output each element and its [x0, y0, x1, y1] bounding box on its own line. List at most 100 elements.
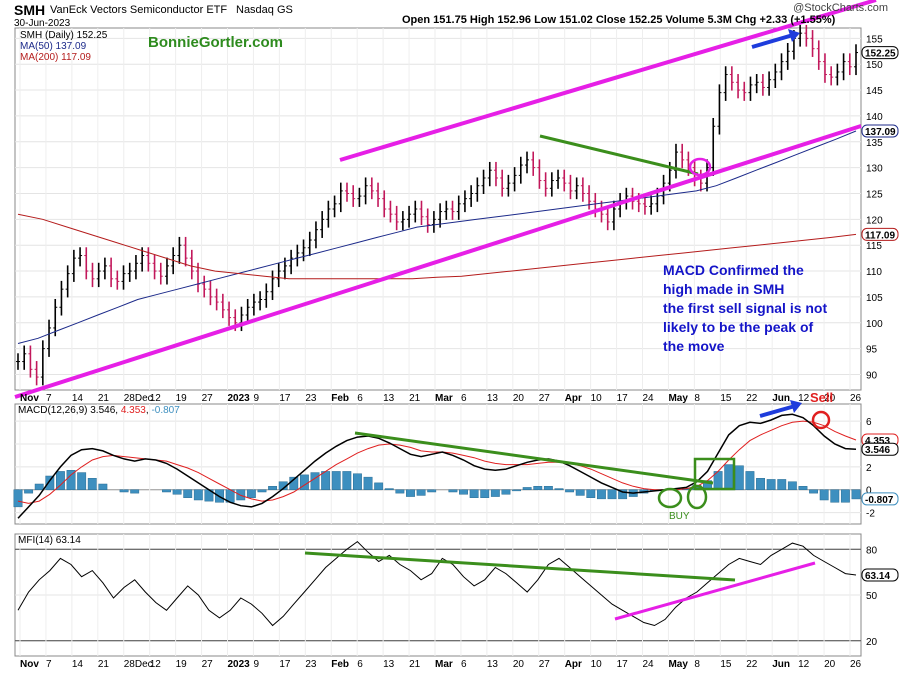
macd-hist-bar — [448, 489, 458, 493]
price-x-tick-label: 15 — [720, 393, 732, 404]
macd-hist-bar — [162, 489, 171, 493]
macd-legend-signal: 4.353 — [120, 405, 146, 416]
macd-hist-bar — [172, 489, 182, 495]
price-trendline — [539, 134, 699, 176]
macd-hist-bar — [374, 482, 384, 490]
price-x-tick-label: 9 — [253, 393, 259, 404]
macd-hist-bar — [395, 489, 405, 494]
price-x-tick-label: 20 — [513, 393, 525, 404]
price-y-tick-label: 130 — [866, 164, 883, 175]
macd-hist-bar — [607, 489, 617, 500]
mfi-legend: MFI(14) 63.14 — [18, 535, 81, 546]
mfi-x-tick-label: 2023 — [228, 659, 251, 670]
buy-circle-2 — [686, 484, 708, 510]
macd-hist-bar — [734, 465, 744, 490]
price-x-tick-label: 21 — [98, 393, 110, 404]
ma50-line — [17, 130, 857, 344]
price-legend-ma200: MA(200) 117.09 — [20, 52, 91, 63]
price-y-tick-label: 145 — [866, 86, 883, 97]
price-x-tick-label: 20 — [824, 393, 836, 404]
mfi-x-tick-label: 15 — [720, 659, 732, 670]
mfi-x-tick-label: Jun — [772, 659, 790, 670]
macd-hist-bar — [724, 464, 734, 490]
macd-hist-bar — [45, 475, 55, 490]
price-arrow-head — [788, 29, 800, 42]
ma200-line — [17, 213, 857, 280]
macd-hist-bar — [77, 472, 87, 490]
macd-hist-bar — [331, 471, 341, 490]
ticker-symbol: SMH — [14, 2, 46, 18]
price-x-tick-label: 13 — [487, 393, 499, 404]
price-x-tick-label: 21 — [409, 393, 421, 404]
sell-circle — [811, 410, 831, 430]
price-y-tick-label: 135 — [866, 138, 883, 149]
macd-hist-bar — [353, 473, 362, 490]
quote-line: Open 151.75 High 152.96 Low 151.02 Close… — [402, 14, 836, 26]
macd-hist-bar — [554, 488, 564, 490]
macd-hist-bar — [798, 486, 808, 490]
macd-hist-bar — [777, 479, 787, 490]
price-x-tick-label: 14 — [72, 393, 84, 404]
price-x-tick-label: Nov — [20, 393, 39, 404]
mfi-x-tick-label: 13 — [487, 659, 499, 670]
mfi-last-tag-text: 63.14 — [865, 571, 890, 582]
macd-hist-bar — [840, 489, 850, 503]
price-y-tick-label: 100 — [866, 319, 883, 330]
price-y-tick-label: 150 — [866, 60, 883, 71]
price-y-tick-label: 155 — [866, 34, 883, 45]
macd-hist-bar — [416, 489, 426, 496]
price-x-tick-label: 2023 — [228, 393, 251, 404]
macd-hist-bar — [586, 489, 596, 498]
mfi-x-tick-label: 21 — [409, 659, 421, 670]
macd-hist-bar — [575, 489, 585, 496]
macd-hist-bar — [830, 489, 840, 503]
price-x-tick-label: 27 — [539, 393, 551, 404]
macd-hist-bar — [427, 489, 437, 493]
mfi-x-tick-label: Feb — [331, 659, 349, 670]
macd-y-tick-label: -2 — [866, 509, 875, 520]
mfi-line — [17, 540, 857, 627]
mfi-x-tick-label: 20 — [513, 659, 525, 670]
price-x-tick-label: 6 — [357, 393, 363, 404]
macd-legend-sep2: , — [145, 405, 152, 416]
macd-hist-bar — [87, 478, 97, 490]
mfi-x-tick-label: 17 — [617, 659, 629, 670]
macd-hist-bar — [406, 489, 415, 497]
mfi-x-tick-label: 28Dec — [124, 659, 153, 670]
macd-hist-bar — [787, 481, 797, 490]
price-x-tick-label: 8 — [694, 393, 700, 404]
macd-hist-bar — [819, 489, 829, 501]
exchange-label: Nasdaq GS — [236, 4, 293, 16]
axis-layer: 9095100105110115120125130135140145150155… — [20, 34, 899, 670]
price-x-tick-label: 28Dec — [124, 393, 153, 404]
chart-date: 30-Jun-2023 — [14, 18, 71, 29]
site-watermark: BonnieGortler.com — [148, 34, 284, 51]
macd-legend-macd: 3.546 — [90, 405, 116, 416]
price-x-tick-label: 24 — [643, 393, 655, 404]
price-y-tick-label: 110 — [866, 267, 882, 278]
mfi-x-tick-label: Nov — [20, 659, 39, 670]
macd-hist-bar — [119, 489, 129, 493]
mfi-x-tick-label: 19 — [176, 659, 188, 670]
ma200-last-tag-text: 117.09 — [865, 230, 895, 241]
price-x-tick-label: 17 — [279, 393, 291, 404]
macd-hist-bar — [522, 487, 532, 490]
price-last-tag-box — [861, 46, 899, 60]
macd-legend-sep1: , — [115, 405, 121, 416]
ticker-name: VanEck Vectors Semiconductor ETF — [50, 4, 228, 16]
macd-hist-bar — [459, 489, 468, 495]
price-x-tick-label: 22 — [746, 393, 758, 404]
macd-arrow-head — [790, 400, 802, 413]
price-x-tick-label: 12 — [798, 393, 810, 404]
price-x-tick-label: May — [668, 393, 688, 404]
buy-label: BUY — [669, 511, 690, 522]
macd-hist-bar — [745, 471, 755, 490]
sell-label: Sell — [810, 390, 834, 405]
mfi-trendline — [304, 551, 736, 582]
macd-hist-bar — [66, 470, 76, 490]
mfi-x-tick-label: 7 — [46, 659, 52, 670]
macd-hist-bar — [257, 489, 267, 493]
macd-hist-bar — [13, 489, 23, 508]
macd-hist-bar — [480, 489, 490, 498]
